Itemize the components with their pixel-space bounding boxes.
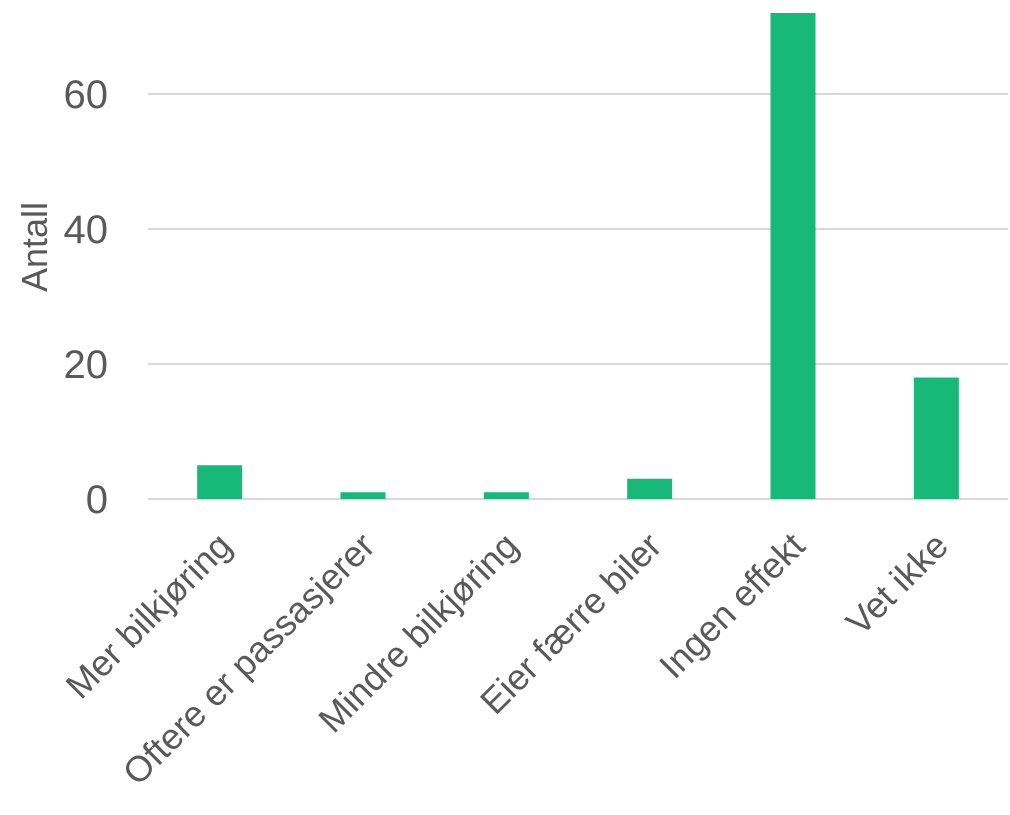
- x-tick-label: Ingen effekt: [651, 525, 813, 687]
- y-tick-label: 60: [64, 73, 109, 117]
- bar: [483, 492, 529, 499]
- y-tick-label: 20: [64, 343, 109, 387]
- gridlines: [148, 93, 1008, 500]
- bar: [913, 377, 959, 499]
- bar: [197, 465, 243, 499]
- bar: [340, 492, 386, 499]
- y-axis-label: Antall: [14, 202, 55, 292]
- x-tick-label: Vet ikke: [838, 525, 956, 643]
- bar: [627, 478, 673, 499]
- x-tick-label: Oftere er passasjerer: [115, 525, 383, 793]
- bar: [770, 13, 816, 499]
- y-tick-label: 0: [86, 478, 108, 522]
- bars: [197, 13, 959, 499]
- y-tick-labels: 0 20 40 60: [64, 73, 109, 522]
- y-tick-label: 40: [64, 208, 109, 252]
